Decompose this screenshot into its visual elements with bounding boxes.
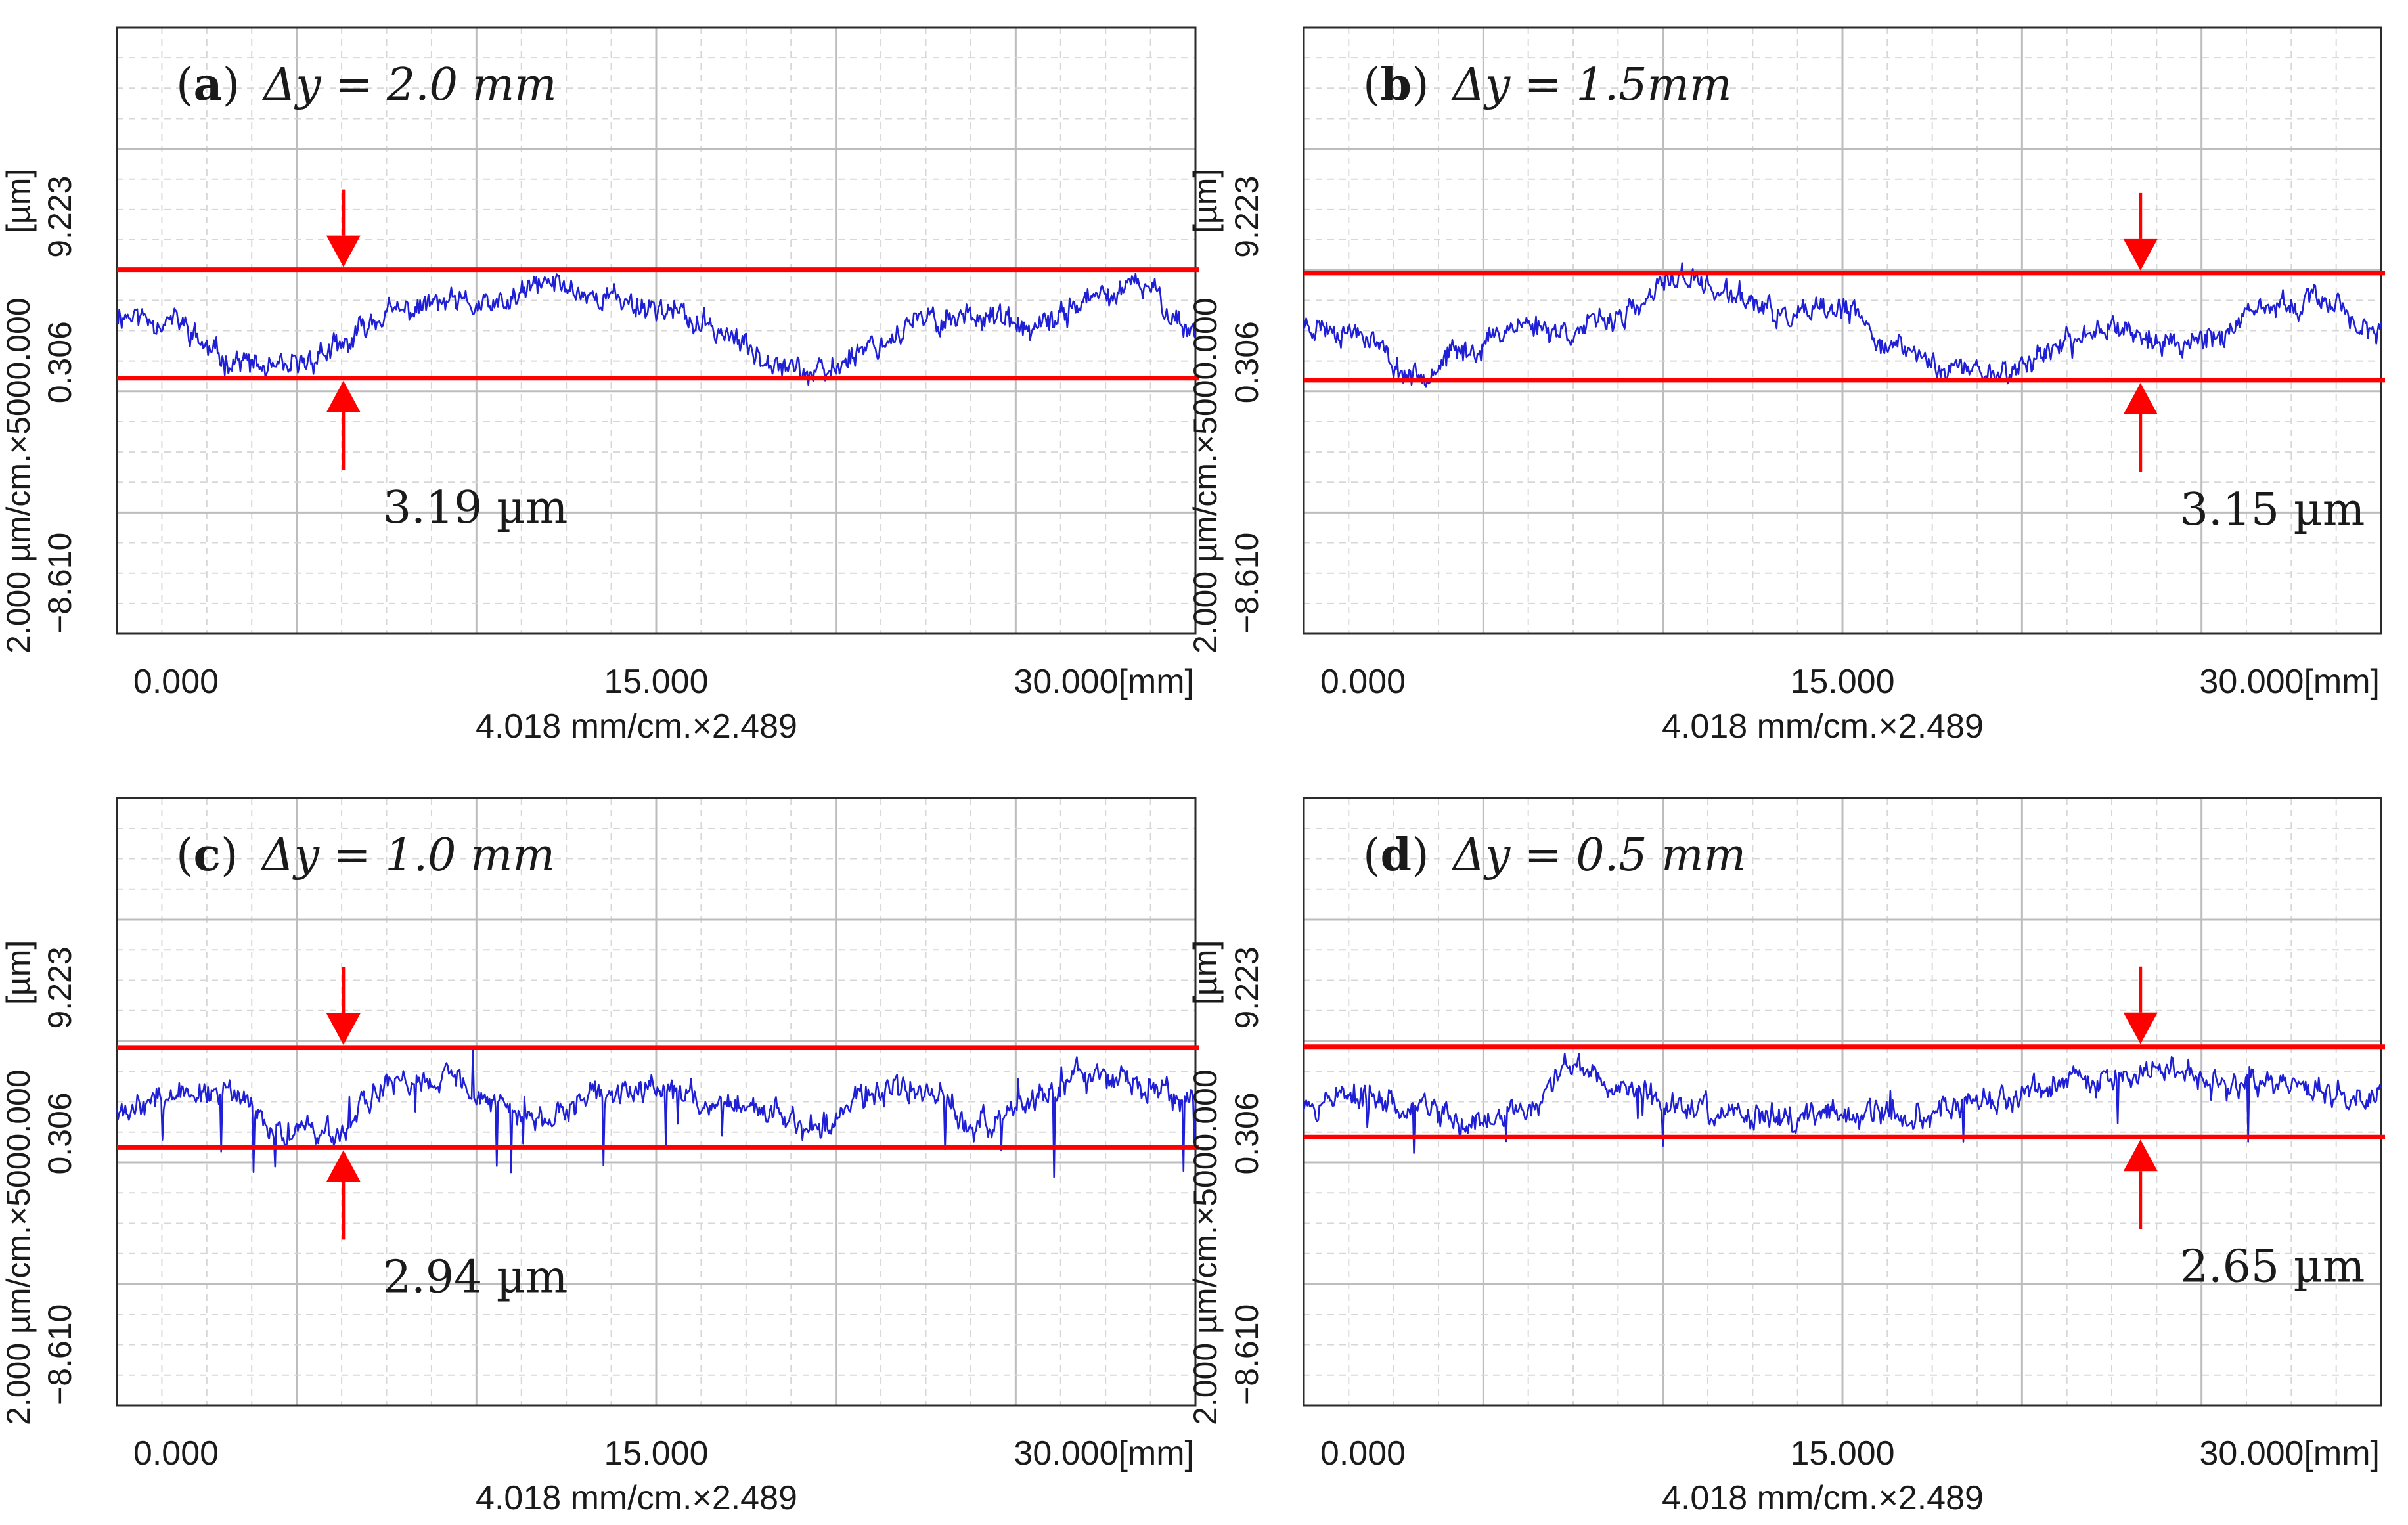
y-tick-label: 9.223 <box>1228 946 1265 1028</box>
y-axis-label: 2.000 µm/cm.×5000.000 <box>0 1069 37 1425</box>
x-tick-label: 15.000 <box>604 663 708 701</box>
arrow-down-icon <box>2123 1012 2158 1044</box>
panel-grid <box>117 798 1195 1405</box>
arrow-up-icon <box>2123 382 2158 414</box>
arrow-up-icon <box>326 1150 361 1182</box>
y-tick-label: −8.610 <box>41 1304 78 1405</box>
y-axis-label: 2.000 µm/cm.×5000.000 <box>1187 1069 1224 1425</box>
profile-trace <box>1303 1052 2382 1154</box>
y-tick-label: 0.306 <box>41 321 78 403</box>
panel-b: 3.15 µm (b) Δy = 1.5mm 0.000 15.000 30.000[mm… <box>1187 26 2385 745</box>
x-tick-label: 0.000 <box>1320 1434 1406 1472</box>
arrow-down-icon <box>326 235 361 267</box>
band-width-label: 2.94 µm <box>383 1251 568 1303</box>
panel-a: 3.19 µm (a) Δy = 2.0 mm 0.000 15.000 30.000[m… <box>0 26 1199 745</box>
y-tick-label: 0.306 <box>1228 321 1265 403</box>
x-tick-label: 30.000[mm] <box>1014 663 1194 701</box>
plot-frame <box>1303 26 2382 635</box>
panel-label: (c) Δy = 1.0 mm <box>176 829 555 881</box>
y-axis-labels: 2.000 µm/cm.×5000.000 [µm] 9.223 0.306 −8.61… <box>1187 940 1265 1425</box>
profile-trace <box>1303 262 2382 388</box>
x-tick-label: 30.000[mm] <box>2199 663 2380 701</box>
x-tick-label: 15.000 <box>1790 663 1894 701</box>
y-tick-label: 9.223 <box>41 946 78 1028</box>
panel-d: 2.65 µm (d) Δy = 0.5 mm 0.000 15.000 30.000[m… <box>1187 797 2385 1517</box>
panel-grid <box>1304 798 2381 1405</box>
band-width-label: 2.65 µm <box>2180 1241 2365 1293</box>
y-axis-label: 2.000 µm/cm.×5000.000 <box>1187 298 1224 653</box>
arrow-up-icon <box>2123 1139 2158 1172</box>
x-tick-label: 30.000[mm] <box>2199 1434 2380 1472</box>
band-width-label: 3.15 µm <box>2180 484 2365 536</box>
y-axis-unit: [µm] <box>0 940 37 1005</box>
y-axis-label: 2.000 µm/cm.×5000.000 <box>0 298 37 653</box>
x-tick-label: 0.000 <box>133 663 219 701</box>
panel-label: (b) Δy = 1.5mm <box>1363 58 1731 111</box>
panel-c: 2.94 µm (c) Δy = 1.0 mm 0.000 15.000 30.000[m… <box>0 797 1199 1517</box>
y-tick-label: −8.610 <box>1228 533 1265 634</box>
x-axis-label: 4.018 mm/cm.×2.489 <box>476 1479 797 1517</box>
x-tick-label: 0.000 <box>133 1434 219 1472</box>
x-tick-label: 0.000 <box>1320 663 1406 701</box>
panel-label: (a) Δy = 2.0 mm <box>176 58 557 111</box>
y-axis-labels: 2.000 µm/cm.×5000.000 [µm] 9.223 0.306 −8.61… <box>0 169 78 653</box>
arrow-down-icon <box>326 1013 361 1045</box>
y-axis-labels: 2.000 µm/cm.×5000.000 [µm] 9.223 0.306 −8.61… <box>1187 169 1265 653</box>
y-tick-label: 9.223 <box>41 176 78 258</box>
y-axis-unit: [µm] <box>1187 940 1224 1005</box>
x-axis-label: 4.018 mm/cm.×2.489 <box>1662 707 1984 745</box>
x-tick-label: 15.000 <box>1790 1434 1894 1472</box>
x-axis-label: 4.018 mm/cm.×2.489 <box>1662 1479 1984 1517</box>
profile-trace <box>116 273 1197 386</box>
x-tick-label: 30.000[mm] <box>1014 1434 1194 1472</box>
plot-frame <box>116 26 1197 635</box>
y-tick-label: −8.610 <box>1228 1304 1265 1405</box>
panel-grid <box>1304 28 2381 634</box>
x-tick-label: 15.000 <box>604 1434 708 1472</box>
arrow-down-icon <box>2123 238 2158 271</box>
y-axis-unit: [µm] <box>1187 169 1224 233</box>
band-width-label: 3.19 µm <box>383 482 568 534</box>
y-axis-labels: 2.000 µm/cm.×5000.000 [µm] 9.223 0.306 −8.61… <box>0 940 78 1425</box>
y-tick-label: 9.223 <box>1228 176 1265 258</box>
y-tick-label: 0.306 <box>41 1092 78 1174</box>
plot-frame <box>1303 797 2382 1407</box>
arrow-up-icon <box>326 380 361 412</box>
x-axis-label: 4.018 mm/cm.×2.489 <box>476 707 797 745</box>
panel-grid <box>117 28 1195 634</box>
y-tick-label: 0.306 <box>1228 1092 1265 1174</box>
y-tick-label: −8.610 <box>41 533 78 634</box>
panel-label: (d) Δy = 0.5 mm <box>1363 829 1746 881</box>
y-axis-unit: [µm] <box>0 169 37 233</box>
profile-trace <box>116 1048 1197 1178</box>
